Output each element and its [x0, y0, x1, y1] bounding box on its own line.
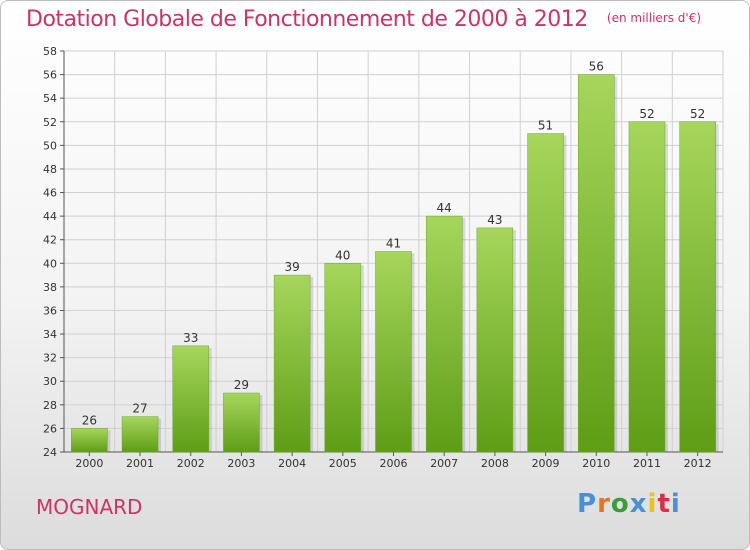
logo-letter: t: [657, 489, 671, 519]
y-tick-label: 50: [43, 139, 57, 152]
y-tick-label: 42: [43, 234, 57, 247]
data-labels: 26 27 33 29 39 40 41 44 43 51 56 52 52: [82, 60, 706, 428]
bar-2011: [628, 121, 666, 453]
x-tick-label: 2007: [430, 457, 458, 470]
y-tick-label: 48: [43, 163, 57, 176]
chart-unit-label: (en milliers d'€): [606, 11, 702, 25]
data-label-2004: 39: [284, 260, 299, 274]
data-label-2005: 40: [335, 248, 350, 262]
data-label-2003: 29: [234, 378, 249, 392]
y-tick-label: 26: [43, 422, 57, 435]
data-label-2009: 51: [538, 119, 553, 133]
data-label-2001: 27: [132, 402, 147, 416]
y-tick-label: 38: [43, 281, 57, 294]
y-tick-label: 46: [43, 187, 57, 200]
bar-2006: [375, 251, 412, 453]
chart-title-block: Dotation Globale de Fonctionnement de 20…: [26, 7, 701, 32]
y-tick-label: 56: [43, 69, 57, 82]
y-tick-label: 52: [43, 116, 57, 129]
bars: [71, 74, 719, 453]
x-tick-label: 2009: [532, 457, 560, 470]
y-tick-label: 24: [43, 446, 57, 459]
logo-letter: o: [610, 489, 630, 519]
x-tick-label: 2010: [582, 457, 610, 470]
data-label-2006: 41: [386, 237, 401, 251]
data-label-2010: 56: [589, 60, 604, 74]
y-tick-label: 44: [43, 210, 57, 223]
x-tick-label: 2012: [684, 457, 712, 470]
logo-letter: i: [647, 489, 658, 519]
logo-letter: x: [629, 489, 648, 519]
y-tick-label: 58: [43, 45, 57, 58]
bar-2001: [121, 416, 159, 453]
x-tick-label: 2004: [278, 457, 306, 470]
bar-2005: [324, 263, 362, 453]
data-label-2012: 52: [690, 107, 705, 121]
bar-2004: [273, 274, 311, 453]
x-tick-label: 2001: [126, 457, 154, 470]
chart-title: Dotation Globale de Fonctionnement de 20…: [26, 7, 588, 32]
x-tick-label: 2005: [329, 457, 357, 470]
y-tick-label: 30: [43, 375, 57, 388]
x-tick-label: 2003: [227, 457, 255, 470]
bar-2000: [71, 428, 108, 453]
y-tick-label: 34: [43, 328, 57, 341]
y-tick-label: 40: [43, 257, 57, 270]
bar-2010: [578, 74, 615, 453]
bar-2008: [476, 227, 514, 453]
bar-2009: [527, 133, 564, 453]
y-tick-label: 36: [43, 304, 57, 317]
bar-2002: [172, 345, 209, 453]
x-tick-label: 2000: [75, 457, 103, 470]
axes: 24 26 28 30 32 34 36 38 40 42 44 46 48 50 52 54 56 58 2000…: [43, 45, 723, 470]
data-label-2000: 26: [82, 413, 97, 427]
logo-letter: r: [597, 489, 611, 519]
logo-letter: P: [577, 489, 598, 519]
x-tick-label: 2011: [633, 457, 661, 470]
y-tick-label: 32: [43, 352, 57, 365]
proxiti-logo: Proxiti: [577, 489, 681, 519]
x-tick-label: 2002: [177, 457, 205, 470]
y-tick-label: 54: [43, 92, 57, 105]
bar-2012: [679, 121, 716, 453]
commune-name: MOGNARD: [36, 495, 143, 519]
bar-2007: [425, 215, 463, 453]
x-tick-label: 2008: [481, 457, 509, 470]
y-tick-label: 28: [43, 399, 57, 412]
logo-letter: i: [670, 489, 681, 519]
data-label-2008: 43: [487, 213, 502, 227]
x-tick-label: 2006: [380, 457, 408, 470]
data-label-2011: 52: [639, 107, 654, 121]
data-label-2007: 44: [437, 201, 452, 215]
data-label-2002: 33: [183, 331, 198, 345]
bar-2003: [223, 392, 260, 453]
